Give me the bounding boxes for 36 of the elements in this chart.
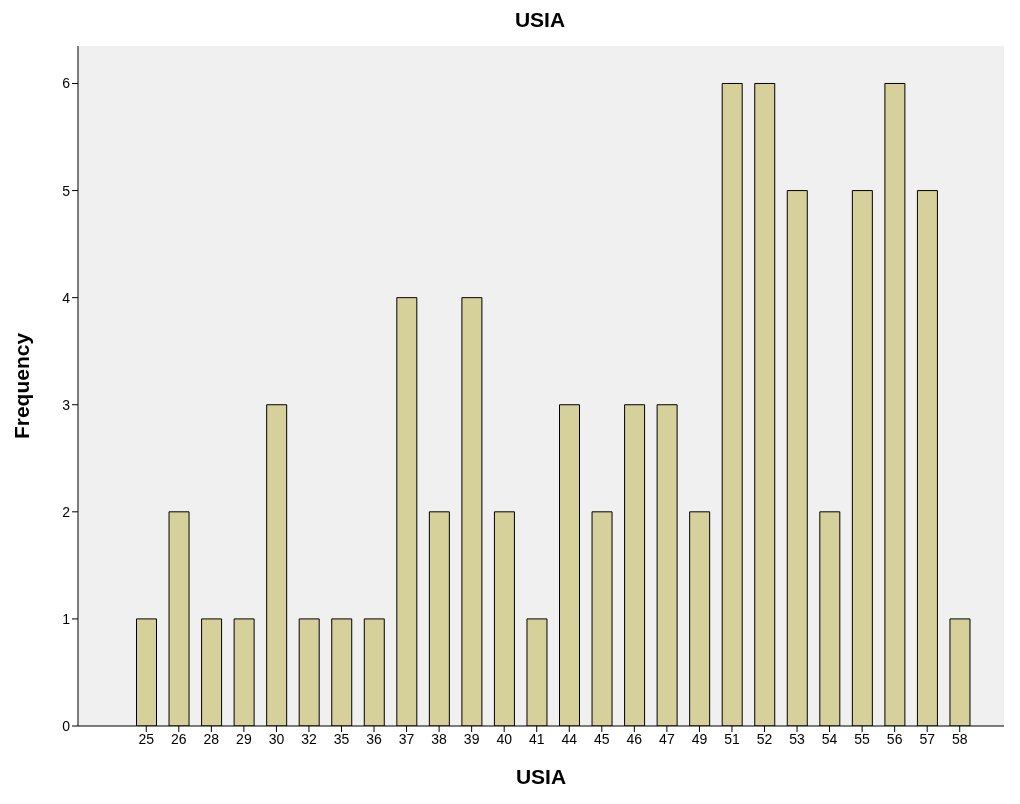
- x-tick-label: 32: [301, 730, 317, 747]
- x-tick-label: 39: [463, 730, 480, 747]
- x-tick-label: 40: [496, 730, 513, 747]
- x-tick-label: 38: [431, 730, 448, 747]
- x-tick-label: 47: [659, 730, 675, 747]
- x-tick-label: 53: [789, 730, 806, 747]
- x-tick-label: 37: [398, 730, 415, 747]
- x-tick-label: 51: [724, 730, 740, 747]
- x-tick-label: 56: [886, 730, 903, 747]
- x-tick-label: 25: [138, 730, 155, 747]
- x-tick-label: 58: [951, 730, 968, 747]
- x-tick-label: 57: [919, 730, 936, 747]
- x-tick-label: 45: [594, 730, 610, 747]
- y-tick-label: 6: [62, 75, 71, 92]
- y-tick-label: 1: [62, 610, 71, 627]
- x-tick-label: 35: [333, 730, 350, 747]
- x-tick-label: 41: [528, 730, 545, 747]
- y-tick-label: 3: [62, 396, 71, 413]
- chart-title: USIA: [513, 8, 567, 33]
- y-tick-label: 5: [62, 182, 71, 199]
- y-tick-label: 0: [62, 717, 71, 734]
- x-tick-label: 55: [854, 730, 871, 747]
- x-tick-label: 29: [236, 730, 252, 747]
- x-tick-label: 52: [756, 730, 773, 747]
- x-tick-label: 44: [561, 730, 578, 747]
- x-tick-label: 28: [203, 730, 220, 747]
- x-tick-label: 49: [691, 730, 708, 747]
- x-tick-label: 46: [626, 730, 643, 747]
- x-tick-label: 26: [171, 730, 187, 747]
- x-tick-label: 54: [821, 730, 838, 747]
- y-axis-title: Frequency: [10, 332, 34, 440]
- x-axis-title: USIA: [515, 765, 567, 788]
- y-tick-label: 4: [62, 289, 71, 306]
- x-tick-label: 30: [268, 730, 285, 747]
- x-tick-label: 36: [366, 730, 383, 747]
- y-tick-label: 2: [62, 503, 71, 520]
